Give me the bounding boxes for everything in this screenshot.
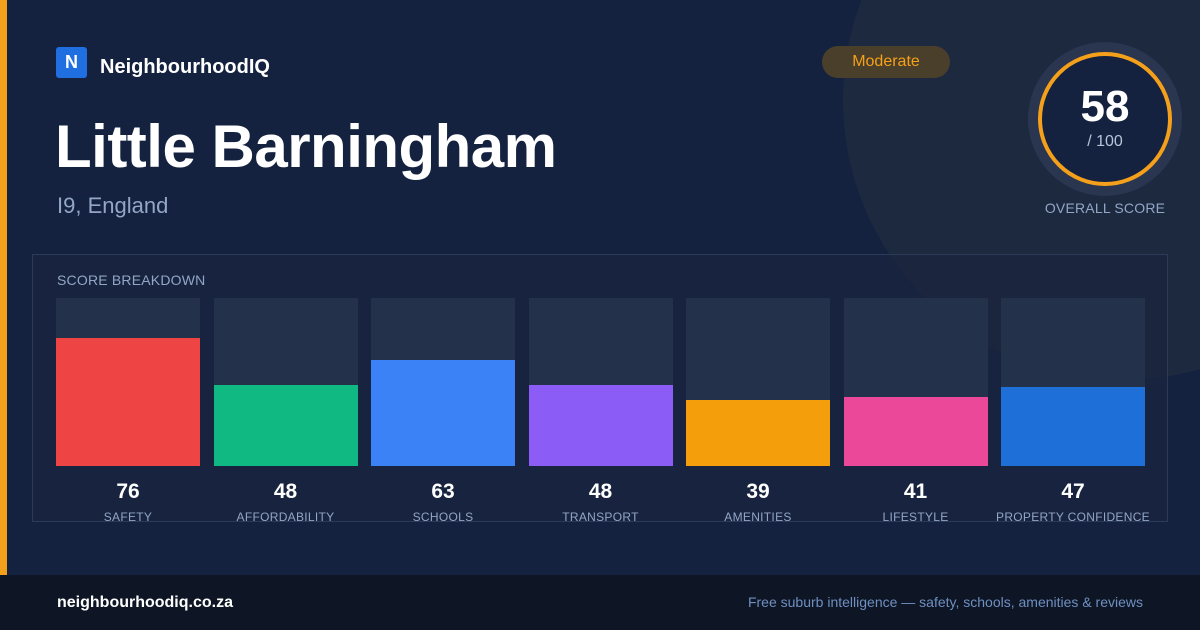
bar: [213, 385, 358, 466]
accent-bar: [0, 0, 7, 575]
bar-track: [213, 298, 358, 466]
score-ring-progress: [1038, 52, 1172, 186]
bar-track: [371, 298, 515, 466]
bar-value-label: 48: [588, 480, 613, 503]
bar-column: 63 SCHOOLS: [371, 298, 515, 524]
page-title: Little Barningham: [55, 113, 557, 180]
bar: [843, 397, 988, 466]
rating-badge: Moderate: [822, 46, 950, 78]
bar-track: [528, 298, 673, 466]
bar-column: 48 TRANSPORT: [528, 298, 673, 524]
bar-category-label: SCHOOLS: [412, 510, 474, 524]
bar-value-label: 76: [116, 480, 140, 503]
overall-score-ring: 58 / 100: [1028, 42, 1182, 196]
score-card: N NeighbourhoodIQ Little Barningham I9, …: [0, 0, 1182, 575]
breakdown-title: SCORE BREAKDOWN: [57, 272, 206, 288]
bar-category-label: SAFETY: [103, 510, 153, 524]
bar-category-label: AFFORDABILITY: [236, 510, 335, 524]
bar-value-label: 47: [1061, 480, 1085, 503]
bar-column: 39 AMENITIES: [686, 298, 830, 524]
score-breakdown: SCORE BREAKDOWN 76 SAFETY 48 AFFORDABILITY 6…: [32, 254, 1168, 524]
overall-score-caption: OVERALL SCORE: [1044, 200, 1166, 216]
bar-category-label: LIFESTYLE: [882, 510, 949, 524]
bar-track: [686, 298, 830, 466]
overall-score-max: / 100: [1087, 133, 1123, 150]
bar: [371, 360, 515, 466]
bar: [528, 385, 673, 466]
brand[interactable]: N NeighbourhoodIQ: [56, 46, 270, 79]
footer-url[interactable]: neighbourhoodiq.co.za: [57, 594, 233, 611]
location-subtitle: I9, England: [57, 193, 169, 218]
brand-logo-icon: N: [56, 47, 87, 78]
footer: neighbourhoodiq.co.za Free suburb intell…: [0, 575, 1200, 630]
bar-category-label: TRANSPORT: [562, 510, 639, 524]
bar-value-label: 63: [431, 480, 455, 503]
bar-category-label: PROPERTY CONFIDENCE: [996, 510, 1150, 524]
bar-track: [56, 298, 200, 466]
bar-category-label: AMENITIES: [724, 510, 792, 524]
bar-track: [1001, 298, 1145, 466]
bar-column: 41 LIFESTYLE: [843, 298, 988, 524]
overall-score-value: 58: [1080, 82, 1130, 131]
bar-value-label: 41: [903, 480, 928, 503]
bar-column: 48 AFFORDABILITY: [213, 298, 358, 524]
bar-column: 76 SAFETY: [56, 298, 200, 524]
bar: [686, 400, 830, 466]
bar-track: [843, 298, 988, 466]
footer-tagline: Free suburb intelligence — safety, schoo…: [747, 594, 1143, 610]
bar: [1001, 387, 1145, 466]
bar: [56, 338, 200, 466]
bar-value-label: 39: [746, 480, 770, 503]
bar-value-label: 48: [273, 480, 298, 503]
bar-column: 47 PROPERTY CONFIDENCE: [996, 298, 1150, 524]
brand-name: NeighbourhoodIQ: [100, 56, 270, 78]
